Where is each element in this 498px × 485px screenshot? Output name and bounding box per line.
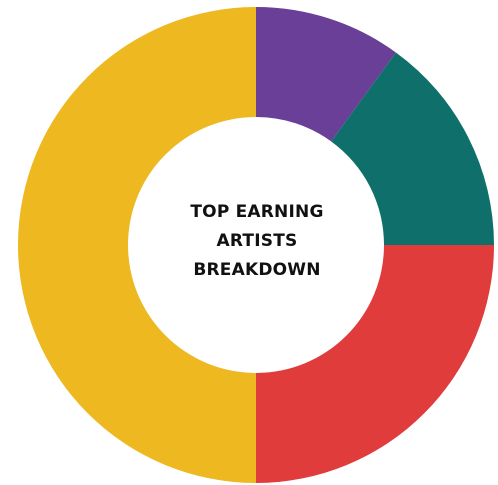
chart-title-line-2: ARTISTS [149,227,365,256]
chart-title-line-3: BREAKDOWN [149,256,365,285]
chart-title: TOP EARNING ARTISTS BREAKDOWN [149,198,365,285]
chart-title-line-1: TOP EARNING [149,198,365,227]
